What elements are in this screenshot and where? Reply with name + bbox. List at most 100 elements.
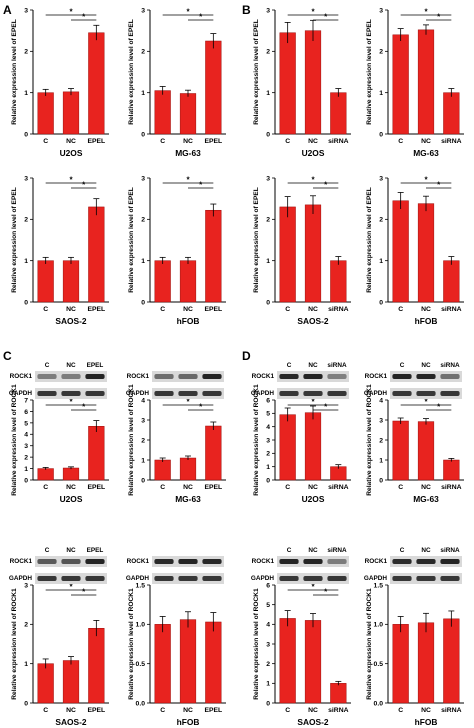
significance-star: * xyxy=(186,398,190,407)
category-label: NC xyxy=(183,306,193,313)
category-label: NC xyxy=(421,707,431,714)
category-label: C xyxy=(43,138,48,145)
bar-sirna xyxy=(443,260,460,303)
y-tick-label: 3 xyxy=(141,7,145,14)
category-label: siRNA xyxy=(328,306,348,313)
category-label: C xyxy=(398,306,403,313)
chart-title: MG-63 xyxy=(413,148,439,158)
blot-band xyxy=(202,391,222,396)
blot-band xyxy=(61,559,81,564)
y-tick-label: 0.5 xyxy=(374,661,384,668)
y-tick-label: 0 xyxy=(24,477,28,484)
bar-c xyxy=(392,34,409,135)
blot-band xyxy=(154,576,174,581)
y-tick-label: 3 xyxy=(379,175,383,182)
y-tick-label: 2 xyxy=(379,49,383,56)
significance-star: * xyxy=(69,176,73,185)
blot-band xyxy=(416,576,436,581)
y-tick-label: 0 xyxy=(379,299,383,306)
y-tick-label: 1 xyxy=(24,466,28,473)
blot-lane-label: siRNA xyxy=(440,547,460,554)
chart-title: hFOB xyxy=(177,316,200,326)
significance-star: * xyxy=(69,583,73,592)
y-tick-label: 3 xyxy=(266,437,270,444)
bar-epel xyxy=(205,621,222,704)
blot-row-label: GAPDH xyxy=(364,575,387,582)
blot-band xyxy=(202,576,222,581)
blot-band xyxy=(154,391,174,396)
blot-band xyxy=(327,391,347,396)
blot-band xyxy=(279,374,299,379)
category-label: NC xyxy=(183,484,193,491)
blot-band xyxy=(61,374,81,379)
y-tick-label: 0.0 xyxy=(374,700,384,707)
bar-epel xyxy=(88,628,105,704)
chart-a1: 0 1 2 3 Relative expression level of EPEL C NC… xyxy=(11,7,109,158)
y-axis-label: Relative expression level of EPEL xyxy=(11,19,18,125)
category-label: NC xyxy=(66,707,76,714)
bar-epel xyxy=(205,209,222,303)
significance-star: * xyxy=(69,8,73,17)
significance-star: * xyxy=(324,403,328,412)
blot-lane-label: siRNA xyxy=(440,362,460,369)
bar-nc xyxy=(179,457,197,481)
blot-lane-label: NC xyxy=(66,362,76,369)
y-tick-label: 1 xyxy=(266,90,270,97)
y-tick-label: 1 xyxy=(266,464,270,471)
bar-c xyxy=(392,200,409,303)
y-tick-label: 3 xyxy=(24,175,28,182)
y-tick-label: 0.0 xyxy=(136,700,146,707)
y-axis-label: Relative expression level of ROCK1 xyxy=(366,588,373,700)
y-tick-label: 6 xyxy=(24,409,28,416)
significance-star: * xyxy=(424,8,428,17)
blot-band xyxy=(37,374,57,379)
chart-d1: 0 1 2 3 4 5 6 Relative expression level of ROCK… xyxy=(251,362,351,504)
chart-c2: 0 1 2 3 4 Relative expression level of ROCK1 C… xyxy=(126,371,226,504)
y-tick-label: 4 xyxy=(141,397,145,404)
significance-star: * xyxy=(311,583,315,592)
category-label: EPEL xyxy=(204,484,222,491)
blot-band xyxy=(85,374,105,379)
blot-lane-label: C xyxy=(400,362,405,369)
blot-band xyxy=(154,374,174,379)
category-label: siRNA xyxy=(441,707,461,714)
category-label: C xyxy=(285,138,290,145)
bar-sirna xyxy=(443,618,460,704)
blot-row-label: ROCK1 xyxy=(10,373,33,380)
y-axis-label: Relative expression level of ROCK1 xyxy=(11,588,18,700)
chart-title: U2OS xyxy=(60,148,83,158)
blot-lane-label: siRNA xyxy=(327,362,347,369)
chart-c3: 0 1 2 3 Relative expression level of ROCK1 C N… xyxy=(9,547,109,727)
y-tick-label: 4 xyxy=(266,424,270,431)
bar-nc xyxy=(62,260,80,303)
y-tick-label: 5 xyxy=(266,602,270,609)
y-axis-label: Relative expression level of EPEL xyxy=(253,187,260,293)
bar-c xyxy=(154,90,171,135)
y-axis-label: Relative expression level of EPEL xyxy=(366,19,373,125)
blot-lane-label: EPEL xyxy=(87,547,104,554)
category-label: C xyxy=(43,707,48,714)
y-tick-label: 0 xyxy=(141,131,145,138)
significance-star: * xyxy=(324,181,328,190)
blot-row-label: GAPDH xyxy=(9,390,32,397)
bar-nc xyxy=(304,30,322,135)
category-label: EPEL xyxy=(87,484,105,491)
category-label: NC xyxy=(308,306,318,313)
blot-row-label: ROCK1 xyxy=(252,373,275,380)
blot-lane-label: NC xyxy=(308,547,318,554)
significance-star: * xyxy=(186,8,190,17)
y-tick-label: 1 xyxy=(141,457,145,464)
blot-band xyxy=(392,576,412,581)
blot-band xyxy=(37,391,57,396)
y-tick-label: 2 xyxy=(266,217,270,224)
bar-nc xyxy=(417,622,435,704)
category-label: NC xyxy=(66,138,76,145)
blot-band xyxy=(37,559,57,564)
bar-nc xyxy=(179,93,197,135)
y-tick-label: 1 xyxy=(24,258,28,265)
blot-band xyxy=(392,559,412,564)
y-tick-label: 1 xyxy=(379,457,383,464)
y-tick-label: 0 xyxy=(24,299,28,306)
blot-band xyxy=(178,374,198,379)
